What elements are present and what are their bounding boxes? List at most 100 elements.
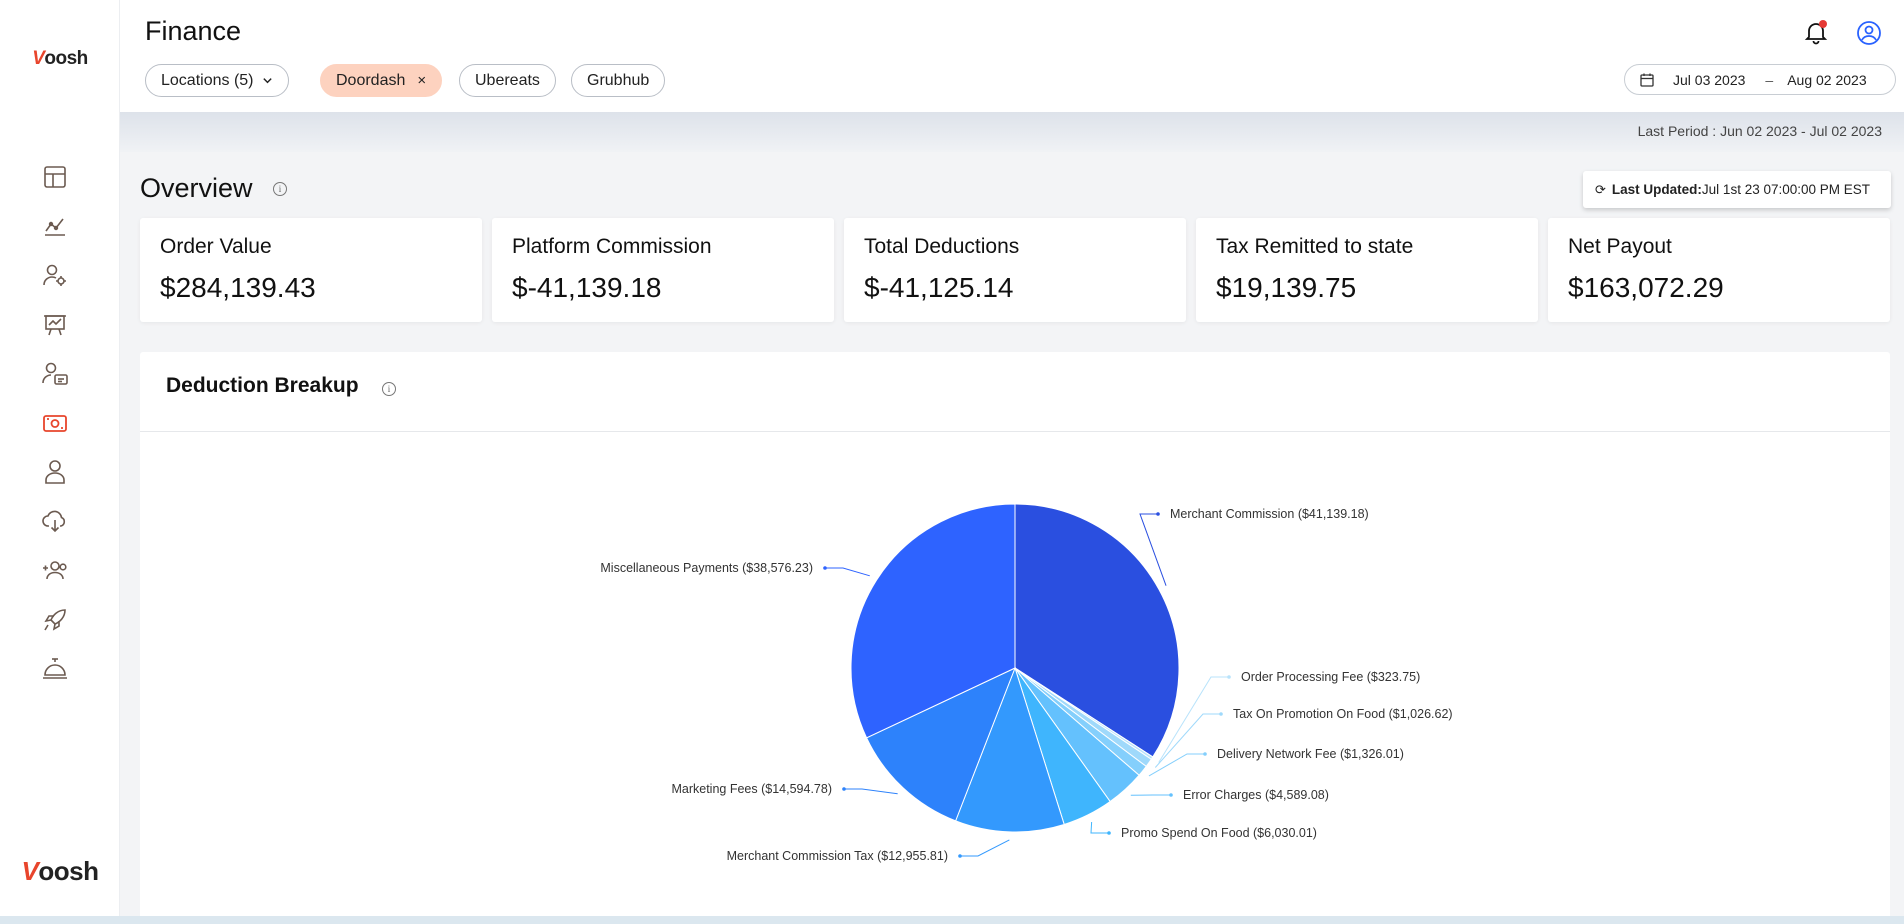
notification-badge bbox=[1819, 20, 1827, 28]
pie-leader-line bbox=[1154, 713, 1221, 768]
filter-chip-ubereats[interactable]: Ubereats bbox=[459, 64, 556, 97]
pie-leader-dot bbox=[1203, 752, 1207, 756]
date-separator: – bbox=[1765, 71, 1774, 88]
pie-slice[interactable] bbox=[865, 667, 1016, 822]
add-users-icon bbox=[43, 560, 67, 579]
pie-leader-dot bbox=[958, 854, 962, 858]
pie-label: Miscellaneous Payments ($38,576.23) bbox=[600, 561, 813, 575]
pie-label: Promo Spend On Food ($6,030.01) bbox=[1121, 826, 1317, 840]
sidebar: Voosh bbox=[0, 0, 120, 916]
pie-leader-line bbox=[844, 788, 898, 795]
last-updated-label: Last Updated: bbox=[1611, 182, 1702, 197]
header: Finance Locations (5) Doordash × Ubereat… bbox=[120, 0, 1904, 112]
info-icon[interactable]: i bbox=[382, 382, 396, 396]
date-from[interactable]: Jul 03 2023 bbox=[1673, 71, 1746, 88]
last-updated: ⟳ Last Updated: Jul 1st 23 07:00:00 PM E… bbox=[1583, 171, 1891, 208]
brand-logo[interactable]: Voosh bbox=[32, 48, 88, 69]
service-bell-icon bbox=[43, 658, 67, 679]
overview-title: Overview bbox=[140, 173, 253, 203]
filter-chip-doordash[interactable]: Doordash × bbox=[320, 64, 443, 97]
panel-header: Deduction Breakup i bbox=[140, 352, 1890, 432]
pie-label: Merchant Commission Tax ($12,955.81) bbox=[727, 849, 948, 863]
card-total-deductions: Total Deductions $-41,125.14 bbox=[844, 218, 1186, 322]
pie-slice[interactable] bbox=[954, 666, 1065, 833]
pie-label: Order Processing Fee ($323.75) bbox=[1241, 670, 1420, 684]
deduction-pie-chart: Merchant Commission ($41,139.18) Order Pr… bbox=[600, 503, 1453, 863]
user-circle-icon bbox=[1857, 21, 1881, 45]
pie-leader-dot bbox=[823, 566, 827, 570]
locations-dropdown[interactable]: Locations (5) bbox=[145, 64, 289, 97]
person-icon bbox=[45, 460, 65, 484]
user-settings-icon bbox=[43, 265, 66, 287]
pie-slice[interactable] bbox=[1014, 503, 1180, 758]
pie-label: Delivery Network Fee ($1,326.01) bbox=[1217, 747, 1404, 761]
user-message-icon bbox=[42, 362, 68, 385]
card-value: $163,072.29 bbox=[1568, 272, 1724, 303]
presentation-board-icon bbox=[44, 314, 66, 335]
pie-leader-line bbox=[825, 567, 870, 577]
sidebar-item-presentation[interactable] bbox=[38, 308, 72, 342]
deduction-breakup-panel: Deduction Breakup i Merchant Commission … bbox=[140, 352, 1890, 922]
close-icon[interactable]: × bbox=[417, 72, 427, 89]
notifications-button[interactable] bbox=[1802, 18, 1830, 46]
card-label: Platform Commission bbox=[512, 235, 712, 258]
last-updated-value: Jul 1st 23 07:00:00 PM EST bbox=[1701, 182, 1871, 197]
sidebar-item-add-users[interactable] bbox=[38, 554, 72, 588]
pie-leader-dot bbox=[1107, 831, 1111, 835]
card-order-value: Order Value $284,139.43 bbox=[140, 218, 482, 322]
pie-leader-line bbox=[960, 839, 1010, 857]
card-label: Order Value bbox=[160, 235, 272, 258]
period-bar: Last Period : Jun 02 2023 - Jul 02 2023 bbox=[120, 112, 1904, 152]
date-range-picker[interactable]: Jul 03 2023 – Aug 02 2023 bbox=[1624, 64, 1896, 95]
chevron-down-icon bbox=[262, 78, 272, 84]
info-icon[interactable]: i bbox=[273, 182, 287, 196]
card-label: Net Payout bbox=[1568, 235, 1672, 258]
page-title: Finance bbox=[145, 16, 242, 46]
pie-leader-dot bbox=[1156, 512, 1160, 516]
calendar-icon bbox=[1640, 73, 1654, 87]
dashboard-icon bbox=[44, 166, 66, 188]
card-value: $19,139.75 bbox=[1216, 272, 1357, 303]
sidebar-item-launch[interactable] bbox=[38, 603, 72, 637]
locations-label: Locations (5) bbox=[161, 71, 254, 89]
card-value: $284,139.43 bbox=[160, 272, 316, 303]
pie-leader-line bbox=[1158, 676, 1229, 763]
brand-logo-bottom: Voosh bbox=[21, 856, 99, 886]
pie-label: Marketing Fees ($14,594.78) bbox=[671, 782, 832, 796]
pie-leader-line bbox=[1090, 821, 1109, 834]
cash-icon bbox=[43, 415, 67, 432]
card-tax-remitted: Tax Remitted to state $19,139.75 bbox=[1196, 218, 1538, 322]
card-value: $-41,139.18 bbox=[512, 272, 662, 303]
sidebar-item-dashboard[interactable] bbox=[38, 160, 72, 194]
sidebar-item-user-messages[interactable] bbox=[38, 357, 72, 391]
pie-leader-dot bbox=[1219, 712, 1223, 716]
pie-label: Error Charges ($4,589.08) bbox=[1183, 788, 1329, 802]
pie-leader-line bbox=[1139, 513, 1167, 586]
sidebar-item-finance[interactable] bbox=[38, 406, 72, 440]
sidebar-item-trends[interactable] bbox=[38, 209, 72, 243]
profile-button[interactable] bbox=[1856, 20, 1882, 46]
sidebar-item-service[interactable] bbox=[38, 652, 72, 686]
filter-chip-grubhub[interactable]: Grubhub bbox=[571, 64, 666, 97]
pie-leader-line bbox=[1148, 753, 1205, 777]
cloud-download-icon bbox=[42, 510, 66, 533]
rocket-icon bbox=[44, 608, 66, 631]
pie-leader-dot bbox=[1169, 793, 1173, 797]
sidebar-item-cloud-download[interactable] bbox=[38, 504, 72, 538]
card-value: $-41,125.14 bbox=[864, 272, 1014, 303]
refresh-icon[interactable]: ⟳ bbox=[1595, 181, 1606, 197]
filter-chip-label: Grubhub bbox=[587, 71, 650, 89]
pie-label: Merchant Commission ($41,139.18) bbox=[1170, 507, 1369, 521]
sidebar-nav bbox=[38, 160, 72, 701]
sidebar-item-user-settings[interactable] bbox=[38, 258, 72, 292]
last-period-text: Last Period : Jun 02 2023 - Jul 02 2023 bbox=[1637, 123, 1882, 139]
filter-chip-label: Doordash bbox=[336, 71, 406, 89]
sidebar-item-person[interactable] bbox=[38, 455, 72, 489]
card-label: Total Deductions bbox=[864, 235, 1020, 258]
card-net-payout: Net Payout $163,072.29 bbox=[1548, 218, 1890, 322]
filter-chip-label: Ubereats bbox=[475, 71, 540, 89]
pie-label: Tax On Promotion On Food ($1,026.62) bbox=[1233, 707, 1453, 721]
date-to[interactable]: Aug 02 2023 bbox=[1787, 71, 1867, 88]
pie-slice[interactable] bbox=[850, 503, 1016, 739]
card-platform-commission: Platform Commission $-41,139.18 bbox=[492, 218, 834, 322]
